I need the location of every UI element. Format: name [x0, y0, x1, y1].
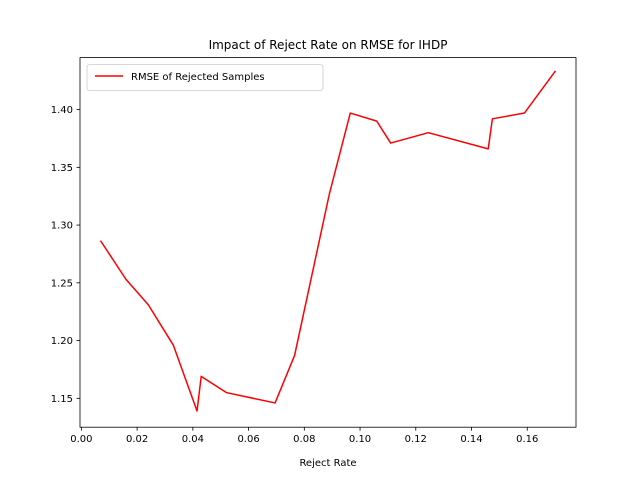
x-tick-label: 0.08 [293, 434, 315, 445]
x-axis: 0.00 0.02 0.04 0.06 0.08 0.10 0.12 0.14 0.16 [70, 427, 538, 445]
x-tick-label: 0.06 [237, 434, 259, 445]
y-tick-label: 1.20 [51, 336, 73, 347]
y-tick-label: 1.25 [51, 278, 73, 289]
x-tick-label: 0.14 [460, 434, 482, 445]
x-axis-label: Reject Rate [299, 458, 356, 469]
plot-area [99, 70, 557, 412]
legend-box [86, 64, 324, 91]
y-tick-label: 1.15 [51, 394, 73, 405]
x-tick-label: 0.00 [70, 434, 92, 445]
x-tick-label: 0.04 [182, 434, 204, 445]
legend: RMSE of Rejected Samples [86, 64, 324, 91]
series-line [99, 70, 557, 412]
y-tick-label: 1.40 [51, 105, 73, 116]
axes-frame [79, 57, 577, 428]
y-tick-label: 1.30 [51, 221, 73, 232]
chart-title: Impact of Reject Rate on RMSE for IHDP [209, 38, 448, 52]
x-tick-label: 0.10 [349, 434, 371, 445]
x-tick-label: 0.12 [405, 434, 427, 445]
y-tick-label: 1.35 [51, 163, 73, 174]
legend-label: RMSE of Rejected Samples [131, 72, 265, 83]
x-tick-label: 0.02 [126, 434, 148, 445]
y-axis: 1.15 1.20 1.25 1.30 1.35 1.40 [51, 105, 80, 405]
x-tick-label: 0.16 [516, 434, 538, 445]
